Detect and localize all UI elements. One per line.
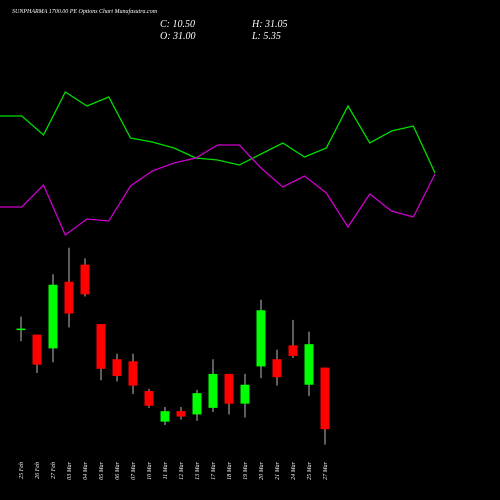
candle-body [256,310,266,367]
x-tick-label: 05 Mar [99,461,105,479]
candle-body [64,281,74,314]
low-info: L: 5.35 [251,31,281,42]
x-tick-label: 13 Mar [195,461,201,479]
candle-body [112,359,122,377]
candle-body [320,367,330,430]
candle-body [32,334,42,365]
x-tick-label: 12 Mar [179,461,185,479]
chart-title: SUNPHARMA 1700.00 PE Options Chart Munaf… [12,8,158,15]
x-tick-label: 26 Feb [35,462,41,479]
close-info: C: 10.50 [160,19,195,30]
x-tick-label: 03 Mar [67,461,73,479]
candle-body [304,344,314,385]
open-info: O: 31.00 [160,31,196,42]
candle-body [96,324,106,369]
candle-body [240,384,250,404]
candle-body [48,284,58,349]
indicator-line [0,144,436,237]
x-tick-label: 21 Mar [275,461,281,479]
x-tick-label: 17 Mar [211,461,217,479]
candle-body [160,411,170,422]
x-tick-label: 27 Feb [51,462,57,479]
x-tick-label: 11 Mar [163,461,169,479]
candle-body [208,373,218,408]
candle-body [144,391,154,406]
candle-body [272,359,282,378]
candle-body [16,328,26,331]
x-tick-label: 27 Mar [323,461,329,479]
candle-body [176,411,186,417]
high-info: H: 31.05 [251,19,288,30]
candle-body [288,345,298,356]
candle-body [128,361,138,386]
x-tick-label: 04 Mar [82,461,89,479]
x-tick-label: 06 Mar [115,461,121,479]
x-tick-label: 24 Mar [290,461,297,479]
candle-body [224,373,234,404]
x-tick-label: 19 Mar [243,461,249,479]
x-tick-label: 25 Feb [19,462,25,479]
candle-body [192,393,202,415]
x-tick-label: 18 Mar [227,461,233,479]
x-tick-label: 25 Mar [307,461,313,479]
indicator-line [0,91,436,174]
x-tick-label: 20 Mar [259,461,265,479]
x-tick-label: 10 Mar [147,461,153,479]
x-tick-label: 07 Mar [131,461,137,479]
candle-body [80,264,90,295]
